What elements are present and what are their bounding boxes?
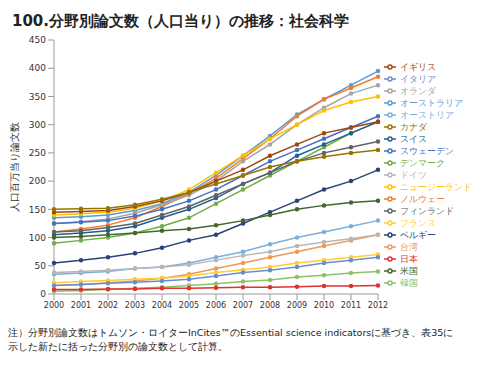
svg-text:350: 350 xyxy=(29,92,46,102)
html-text:示した新たに括った分野別の論文数として計算。: 示した新たに括った分野別の論文数として計算。 xyxy=(8,341,228,352)
svg-text:2010: 2010 xyxy=(314,301,334,310)
html-text:米国: 米国 xyxy=(400,265,418,276)
svg-text:2007: 2007 xyxy=(233,301,253,310)
svg-text:2005: 2005 xyxy=(179,301,199,310)
svg-text:2002: 2002 xyxy=(98,301,118,310)
svg-text:2001: 2001 xyxy=(71,301,91,310)
svg-text:200: 200 xyxy=(29,176,46,186)
svg-text:0: 0 xyxy=(40,289,46,299)
svg-text:400: 400 xyxy=(29,63,46,73)
html-text:オーストラリア: オーストラリア xyxy=(400,97,463,108)
html-text:フランス: フランス xyxy=(400,217,436,228)
html-text:ノルウェー: ノルウェー xyxy=(400,193,445,204)
svg-text:300: 300 xyxy=(29,120,46,130)
html-text:カナダ: カナダ xyxy=(400,121,427,132)
html-text:日本: 日本 xyxy=(400,253,418,264)
html-text:注）分野別論文数はトムソン・ロイターInCites™のEss: 注）分野別論文数はトムソン・ロイターInCites™のEssential sci… xyxy=(8,327,454,338)
html-text:スウェーデン: スウェーデン xyxy=(400,145,454,156)
html-text:ベルギー: ベルギー xyxy=(400,229,436,240)
html-text:フィンランド: フィンランド xyxy=(400,205,454,216)
html-text:イギリス: イギリス xyxy=(400,61,436,72)
svg-text:2000: 2000 xyxy=(44,301,64,310)
html-text:オーストリア: オーストリア xyxy=(400,109,454,120)
html-text:スイス: スイス xyxy=(400,133,427,144)
svg-text:150: 150 xyxy=(29,205,46,215)
svg-text:2004: 2004 xyxy=(152,301,172,310)
svg-text:2009: 2009 xyxy=(287,301,307,310)
html-text:100.分野別論文数（人口当り）の推移：社会科学: 100.分野別論文数（人口当り）の推移：社会科学 xyxy=(12,12,349,30)
svg-text:人口百万当り論文数: 人口百万当り論文数 xyxy=(9,122,20,212)
svg-text:2011: 2011 xyxy=(341,301,361,310)
svg-text:2008: 2008 xyxy=(260,301,280,310)
svg-text:250: 250 xyxy=(29,148,46,158)
svg-text:450: 450 xyxy=(29,35,46,45)
html-text:台湾: 台湾 xyxy=(400,241,418,252)
svg-text:2012: 2012 xyxy=(368,301,388,310)
html-text:ニュージーランド: ニュージーランド xyxy=(400,181,472,192)
svg-text:100: 100 xyxy=(29,233,46,243)
svg-text:50: 50 xyxy=(35,261,47,271)
svg-text:2003: 2003 xyxy=(125,301,145,310)
html-text:イタリア: イタリア xyxy=(400,73,436,84)
html-text:韓国: 韓国 xyxy=(400,277,418,288)
html-text:デンマーク: デンマーク xyxy=(400,157,445,168)
html-text:ドイツ: ドイツ xyxy=(400,169,427,180)
html-text:オランダ: オランダ xyxy=(400,85,436,96)
svg-text:2006: 2006 xyxy=(206,301,226,310)
